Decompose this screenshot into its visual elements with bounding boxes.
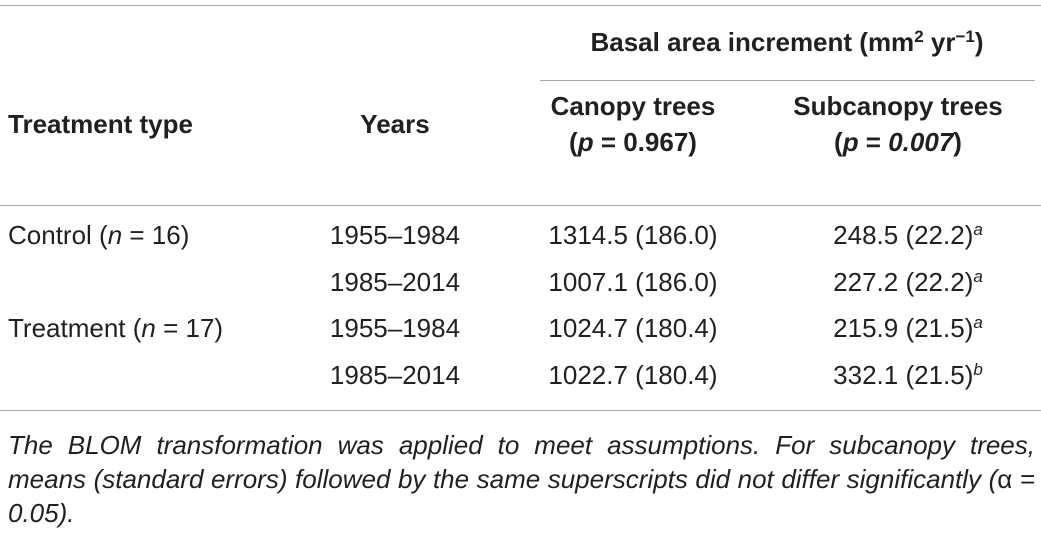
column-header: Subcanopy trees (698, 88, 1041, 124)
header-rule (0, 205, 1041, 206)
table-cell: 248.5 (22.2)a (708, 217, 1041, 253)
text-run: 0.007 (888, 127, 954, 157)
text-run: = 16) (122, 220, 190, 250)
text-run: Canopy trees (550, 91, 716, 121)
text-run: b (973, 360, 983, 379)
text-run: 1955–1984 (329, 220, 461, 250)
table-cell: Treatment (n = 17) (8, 310, 223, 346)
text-run: 248.5 (22.2) (833, 220, 974, 250)
text-run: ( (834, 127, 843, 157)
text-run: Treatment type (8, 109, 193, 139)
table-cell: 1985–2014 (195, 357, 595, 393)
text-run: ) (953, 127, 962, 157)
bottom-rule (0, 410, 1041, 411)
text-run: p (842, 127, 859, 157)
table-cell: Control (n = 16) (8, 217, 189, 253)
column-header: (p = 0.967) (433, 124, 833, 160)
text-run: 227.2 (22.2) (833, 267, 974, 297)
spanner-rule (540, 80, 1035, 81)
table-cell: 1314.5 (186.0) (433, 217, 833, 253)
text-run: = 0.05). (8, 464, 1035, 528)
table-cell: 227.2 (22.2)a (708, 264, 1041, 300)
table-cell: 1955–1984 (195, 217, 595, 253)
text-run: 2 (914, 27, 924, 46)
text-run: 1024.7 (180.4) (548, 313, 718, 343)
text-run: 1314.5 (186.0) (548, 220, 718, 250)
text-run: Treatment ( (8, 313, 142, 343)
text-run: 1955–1984 (329, 313, 461, 343)
text-run: 1022.7 (180.4) (548, 360, 718, 390)
text-run: Control ( (8, 220, 108, 250)
text-run: α (997, 464, 1013, 494)
text-run: a (973, 220, 983, 239)
column-header: Canopy trees (433, 88, 833, 124)
text-run: 1985–2014 (329, 267, 461, 297)
text-run: a (973, 313, 983, 332)
text-run: yr (923, 27, 956, 57)
column-header: (p = 0.007) (698, 124, 1041, 160)
text-run: 332.1 (21.5) (833, 360, 974, 390)
text-run: n (107, 220, 123, 250)
table-cell: 1024.7 (180.4) (433, 310, 833, 346)
text-run: = 17) (155, 313, 224, 343)
spanner-header: Basal area increment (mm2 yr−1) (587, 24, 987, 60)
text-run: The BLOM transformation was applied to m… (8, 430, 1035, 494)
text-run: ) (974, 27, 984, 57)
text-run: 1007.1 (186.0) (548, 267, 718, 297)
text-run: Subcanopy trees (793, 91, 1003, 121)
table-cell: 1007.1 (186.0) (433, 264, 833, 300)
top-rule (0, 5, 1041, 6)
column-header: Years (195, 106, 595, 142)
table-cell: 332.1 (21.5)b (708, 357, 1041, 393)
table-cell: 215.9 (21.5)a (708, 310, 1041, 346)
table-cell: 1955–1984 (195, 310, 595, 346)
table-cell: 1022.7 (180.4) (433, 357, 833, 393)
footnote: The BLOM transformation was applied to m… (8, 428, 1035, 530)
table-cell: 1985–2014 (195, 264, 595, 300)
text-run: a (973, 267, 983, 286)
column-header: Treatment type (8, 106, 193, 142)
text-run: = (858, 127, 889, 157)
text-run: 215.9 (21.5) (833, 313, 974, 343)
text-run: n (141, 313, 156, 343)
text-run: −1 (955, 27, 975, 46)
text-run: p (577, 127, 594, 157)
text-run: ( (569, 127, 578, 157)
text-run: Years (360, 109, 430, 139)
text-run: Basal area increment (mm (590, 27, 915, 57)
text-run: = 0.967) (593, 127, 697, 157)
text-run: 1985–2014 (329, 360, 461, 390)
